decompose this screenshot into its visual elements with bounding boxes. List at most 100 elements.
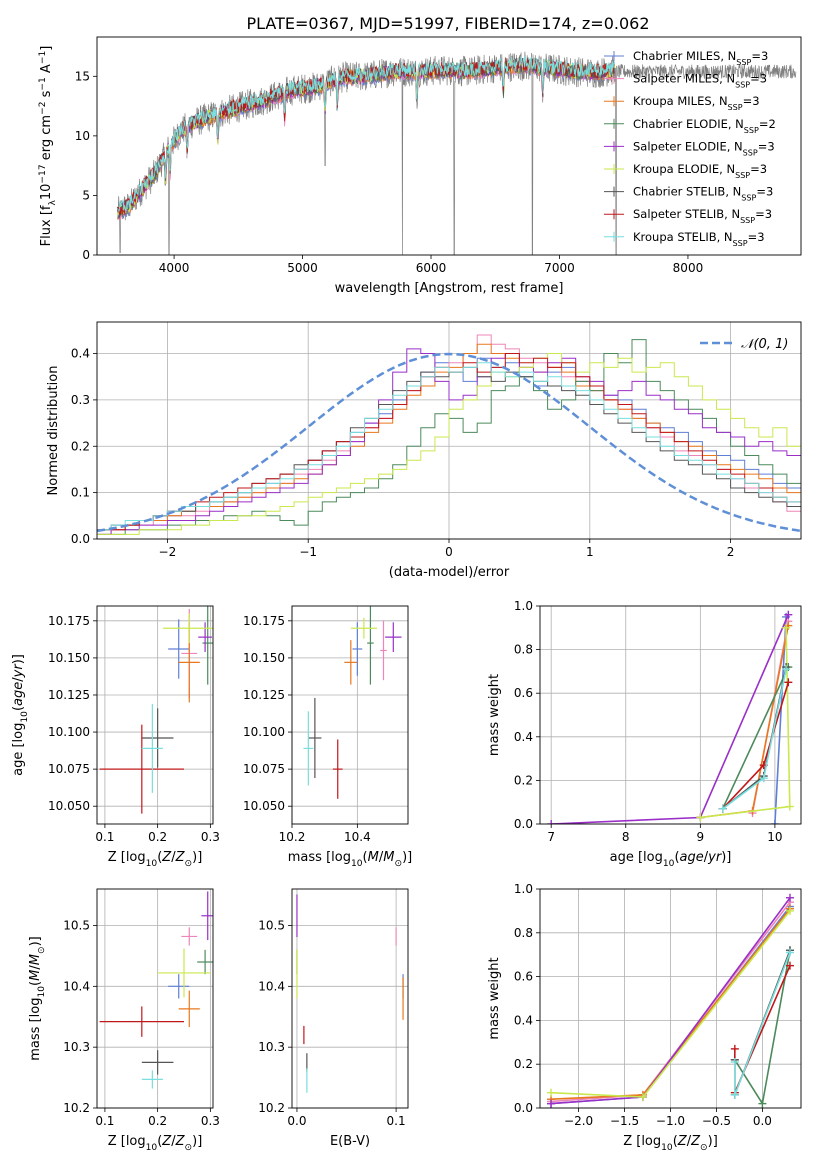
y-tick-label: 10.100 [48, 725, 90, 739]
x-tick-label: 2 [727, 545, 735, 559]
mass_vs_Z-xlabel: Z [log10(Z/Z⊙)] [108, 1134, 203, 1153]
spectrum-legend: Chabrier MILES, NSSP=3 Salpeter MILES, NS… [604, 49, 776, 247]
legend-label: Chabrier ELODIE, NSSP=2 [633, 117, 776, 135]
y-tick-label: 0.2 [514, 1057, 533, 1071]
y-tick-label: 0.0 [71, 532, 90, 546]
y-tick-label: 0.6 [514, 970, 533, 984]
mass_vs_Z-axes: 0.1 0.2 0.3 10.2 10.3 10.4 10.5 [63, 889, 220, 1128]
y-tick-label: 0.0 [514, 817, 533, 831]
y-tick-label: 10.2 [258, 1101, 285, 1115]
age_vs_mass-plot [303, 606, 402, 799]
x-tick-label: −2.0 [564, 1114, 593, 1128]
legend-label: Kroupa MILES, NSSP=3 [633, 94, 760, 112]
y-tick-label: 10 [75, 129, 90, 143]
massweight_vs_Z-xlabel: Z [log10(Z/Z⊙)] [623, 1134, 718, 1153]
legend-label: Salpeter ELODIE, NSSP=3 [633, 139, 775, 157]
y-tick-label: 10.2 [63, 1101, 90, 1115]
y-tick-label: 1.0 [514, 599, 533, 613]
y-tick-label: 0.4 [514, 1013, 533, 1027]
gaussian-curve [97, 352, 801, 533]
massweight_vs_Z-frame [539, 888, 802, 1109]
spectrum-frame [96, 36, 802, 256]
massweight_vs_Z-ylabel: mass weight [487, 957, 502, 1039]
x-tick-label: 0.0 [287, 1114, 306, 1128]
y-tick-label: 0.4 [71, 347, 90, 361]
x-tick-label: 0.1 [95, 1114, 114, 1128]
histogram-step [97, 348, 801, 539]
mass_vs_Z-frame [96, 888, 214, 1109]
x-tick-label: −0.5 [702, 1114, 731, 1128]
residuals-ylabel: Normed distribution [46, 366, 61, 496]
y-tick-label: 15 [75, 69, 90, 83]
massweight_vs_age-xlabel: age [log10(age/yr)] [610, 850, 732, 869]
spectrum-xlabel: wavelength [Angstrom, rest frame] [335, 281, 564, 296]
mass_vs_Z-ylabel: mass [log10(M/M⊙)] [28, 936, 47, 1060]
y-tick-label: 10.150 [48, 651, 90, 665]
x-tick-label: 0.2 [148, 830, 167, 844]
age_vs_Z-xlabel: Z [log10(Z/Z⊙)] [108, 850, 203, 869]
x-tick-label: 1 [586, 545, 594, 559]
legend-label-gaussian: 𝒩(0, 1) [741, 337, 788, 352]
x-tick-label: 0.1 [387, 1114, 406, 1128]
residuals-frame [96, 321, 802, 540]
weight-line [721, 666, 790, 810]
x-tick-label: 0.2 [148, 1114, 167, 1128]
y-tick-label: 0.0 [514, 1101, 533, 1115]
y-tick-label: 10.175 [48, 614, 90, 628]
legend-label: Kroupa ELODIE, NSSP=3 [633, 162, 767, 180]
y-tick-label: 0.8 [514, 926, 533, 940]
y-tick-label: 10.4 [258, 979, 285, 993]
massweight_vs_age-plot [547, 610, 794, 824]
x-tick-label: −1 [299, 545, 317, 559]
y-tick-label: 10.5 [63, 919, 90, 933]
mass_vs_EBV-frame [291, 888, 409, 1109]
spectrum-plot [117, 51, 797, 255]
y-tick-label: 0.3 [71, 393, 90, 407]
x-tick-label: 7000 [544, 261, 575, 275]
mass_vs_EBV-xlabel: E(B-V) [330, 1134, 370, 1149]
age_vs_Z-frame [96, 605, 214, 825]
age_vs_Z-plot [99, 606, 213, 814]
spectrum-axes: 4000 5000 6000 7000 8000 0 5 10 15 [75, 69, 704, 275]
y-tick-label: 0.2 [514, 773, 533, 787]
x-tick-label: −2 [159, 545, 177, 559]
x-tick-label: 8 [622, 830, 630, 844]
legend-label: Kroupa STELIB, NSSP=3 [633, 230, 765, 248]
y-tick-label: 1.0 [514, 882, 533, 896]
y-tick-label: 10.125 [48, 688, 90, 702]
legend-label: Chabrier MILES, NSSP=3 [633, 49, 768, 67]
y-tick-label: 10.075 [48, 762, 90, 776]
y-tick-label: 10.050 [48, 799, 90, 813]
x-tick-label: −1.0 [656, 1114, 685, 1128]
massweight_vs_age-frame [539, 605, 802, 825]
y-tick-label: 10.5 [258, 919, 285, 933]
x-tick-label: 6000 [416, 261, 447, 275]
x-tick-label: 0.3 [201, 1114, 220, 1128]
y-tick-label: 0.6 [514, 686, 533, 700]
y-tick-label: 5 [82, 188, 90, 202]
weight-line [774, 616, 787, 824]
x-tick-label: 0 [445, 545, 453, 559]
x-tick-label: 4000 [159, 261, 190, 275]
legend-label: Salpeter MILES, NSSP=3 [633, 72, 767, 90]
age_vs_Z-ylabel: age [log10(age/yr)] [11, 654, 30, 776]
residuals-legend: 𝒩(0, 1) [700, 337, 788, 352]
x-tick-label: 9 [697, 830, 705, 844]
y-tick-label: 10.3 [63, 1040, 90, 1054]
age_vs_mass-frame [291, 605, 409, 825]
x-tick-label: 5000 [287, 261, 318, 275]
x-tick-label: 10.4 [344, 830, 371, 844]
model-spectrum-line [117, 56, 615, 213]
x-tick-label: 0.0 [753, 1114, 772, 1128]
y-tick-label: 0.4 [514, 730, 533, 744]
massweight_vs_age-ylabel: mass weight [487, 674, 502, 756]
residuals-xlabel: (data-model)/error [389, 565, 510, 580]
mass_vs_EBV-plot [296, 894, 404, 1093]
x-tick-label: 10.2 [279, 830, 306, 844]
figure-title: PLATE=0367, MJD=51997, FIBERID=174, z=0.… [246, 14, 649, 33]
x-tick-label: 7 [547, 830, 555, 844]
histogram-step [97, 353, 801, 539]
y-tick-label: 10.4 [63, 979, 90, 993]
y-tick-label: 0.8 [514, 643, 533, 657]
